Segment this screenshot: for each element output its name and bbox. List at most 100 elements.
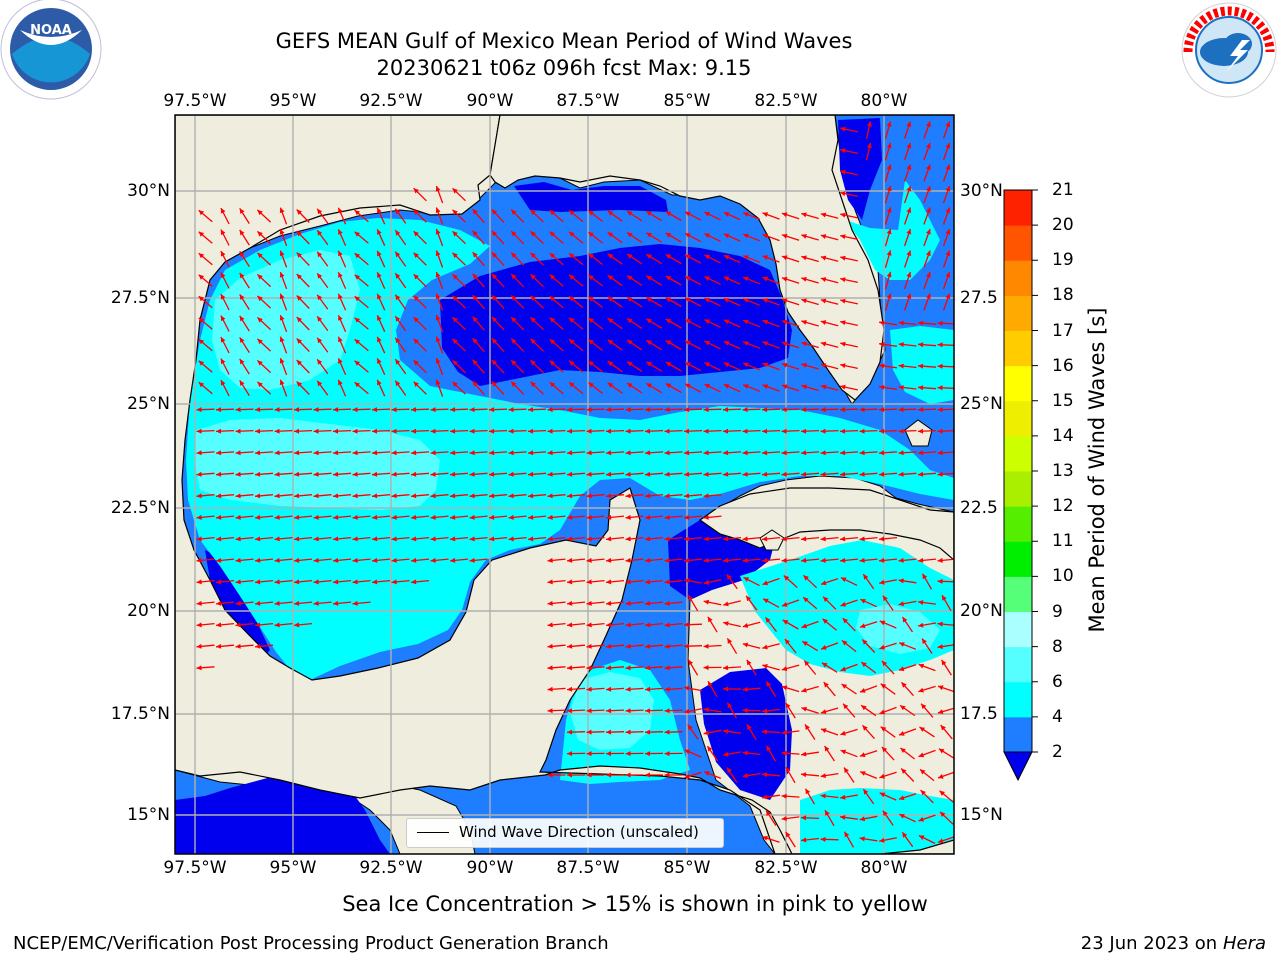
- lat-tick-right: 15°N: [960, 805, 1003, 825]
- direction-arrow-head: [906, 229, 912, 235]
- direction-arrow-head: [450, 557, 456, 563]
- direction-arrow-head: [530, 360, 536, 366]
- direction-arrow-head: [664, 450, 670, 456]
- direction-arrow-head: [317, 251, 323, 258]
- direction-arrow-head: [902, 617, 908, 623]
- direction-arrow-head: [354, 360, 360, 366]
- direction-arrow-head: [239, 337, 245, 343]
- direction-arrow-head: [906, 164, 912, 170]
- direction-arrow-head: [684, 471, 690, 477]
- direction-arrow-head: [352, 450, 358, 456]
- map-frame: [174, 114, 955, 855]
- direction-arrow-head: [684, 536, 690, 542]
- direction-arrow-head: [762, 233, 769, 239]
- direction-arrow-head: [377, 293, 382, 300]
- direction-arrow-head: [547, 622, 553, 628]
- direction-arrow-head: [606, 428, 612, 434]
- direction-arrow-head: [664, 708, 670, 714]
- direction-arrow-head: [549, 382, 556, 388]
- direction-arrow-head: [684, 428, 690, 434]
- direction-arrow-head: [906, 250, 912, 256]
- lon-tick-bottom: 82.5°W: [754, 858, 818, 878]
- direction-arrow-head: [921, 703, 927, 710]
- direction-arrow-head: [235, 471, 241, 477]
- direction-arrow-head: [886, 293, 892, 299]
- direction-arrow-head: [452, 274, 458, 280]
- direction-arrow-head: [435, 358, 441, 364]
- colorbar-tick-label: 12: [1052, 496, 1074, 517]
- direction-arrow-head: [805, 724, 810, 730]
- direction-arrow-head: [879, 342, 885, 347]
- direction-arrow-head: [313, 428, 319, 434]
- direction-arrow-head: [823, 682, 829, 688]
- direction-arrow-head: [898, 407, 904, 413]
- direction-arrow-head: [918, 687, 924, 693]
- direction-arrow-head: [863, 789, 869, 795]
- direction-arrow-head: [198, 274, 205, 280]
- direction-arrow-head: [723, 621, 729, 626]
- direction-arrow-head: [391, 428, 397, 434]
- direction-arrow-head: [220, 251, 226, 257]
- colorbar-tick-label: 19: [1052, 250, 1074, 271]
- direction-arrow-head: [296, 295, 302, 301]
- direction-arrow-head: [625, 751, 631, 757]
- direction-arrow-head: [645, 622, 651, 628]
- direction-arrow-head: [435, 293, 441, 300]
- direction-arrow-head: [703, 730, 709, 736]
- direction-arrow-head: [606, 471, 612, 477]
- direction-arrow-head: [782, 620, 789, 625]
- colorbar-tick-label: 15: [1052, 390, 1074, 411]
- direction-arrow-head: [945, 186, 951, 192]
- direction-arrow-head: [472, 209, 478, 215]
- direction-arrow-head: [452, 381, 458, 388]
- direction-arrow-head: [645, 557, 651, 563]
- direction-arrow-head: [801, 751, 807, 757]
- direction-arrow-head: [354, 317, 360, 323]
- direction-arrow-head: [586, 514, 592, 520]
- direction-arrow-head: [945, 229, 951, 235]
- direction-arrow-head: [528, 493, 534, 499]
- direction-arrow-head: [296, 338, 302, 344]
- lon-tick-top: 82.5°W: [754, 91, 818, 111]
- direction-arrow-head: [937, 644, 943, 650]
- direction-arrow-head: [723, 686, 728, 692]
- direction-arrow-head: [723, 276, 730, 282]
- direction-arrow-head: [198, 339, 205, 345]
- direction-arrow-head: [430, 557, 436, 563]
- direction-arrow-head: [395, 359, 401, 365]
- direction-arrow-head: [377, 229, 382, 235]
- direction-arrow-head: [216, 579, 222, 585]
- direction-arrow-head: [840, 255, 846, 261]
- direction-arrow-head: [645, 600, 651, 606]
- direction-arrow-head: [879, 428, 885, 434]
- direction-arrow-head: [607, 253, 614, 259]
- direction-arrow-head: [664, 665, 670, 671]
- direction-arrow-head: [898, 471, 904, 477]
- direction-arrow-head: [664, 579, 670, 585]
- direction-arrow-head: [435, 272, 441, 278]
- direction-arrow-head: [840, 169, 846, 175]
- direction-arrow-head: [606, 536, 612, 542]
- direction-arrow-head: [937, 709, 944, 714]
- direction-arrow-head: [841, 684, 848, 689]
- lon-tick-top: 90°W: [466, 91, 514, 111]
- direction-arrow-head: [840, 557, 846, 563]
- direction-arrow-head: [413, 188, 419, 194]
- direction-arrow-head: [220, 208, 226, 214]
- direction-arrow-head: [801, 363, 807, 368]
- direction-arrow-head: [762, 341, 769, 346]
- direction-arrow-head: [801, 471, 807, 477]
- direction-arrow-head: [435, 207, 441, 214]
- direction-arrow-head: [665, 297, 672, 303]
- direction-arrow-head: [820, 709, 827, 714]
- direction-arrow-head: [646, 254, 652, 259]
- direction-arrow-head: [294, 514, 300, 520]
- direction-arrow-head: [452, 231, 458, 237]
- direction-arrow-head: [586, 665, 592, 671]
- direction-arrow-head: [685, 297, 691, 303]
- direction-arrow-head: [926, 272, 931, 278]
- footer-date: 23 Jun 2023 on: [1080, 933, 1218, 954]
- direction-arrow-head: [452, 209, 458, 216]
- direction-arrow-head: [880, 726, 887, 732]
- direction-arrow-head: [820, 234, 827, 239]
